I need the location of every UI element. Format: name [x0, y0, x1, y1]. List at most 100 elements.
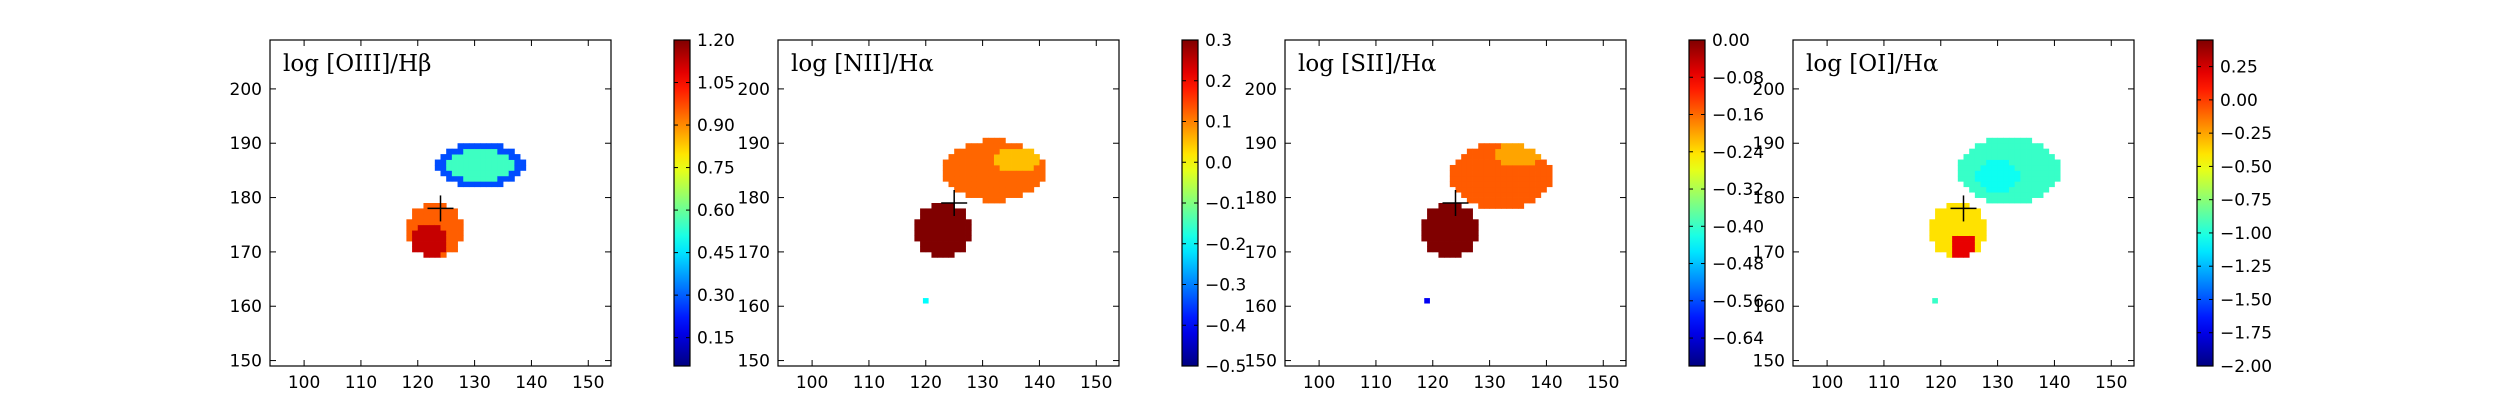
- map-pixel: [1016, 154, 1023, 160]
- map-pixel: [2043, 154, 2050, 160]
- map-pixel: [1022, 186, 1029, 193]
- map-pixel: [1022, 154, 1029, 160]
- map-pixel: [2031, 159, 2038, 166]
- map-pixel: [937, 219, 944, 226]
- map-pixel: [1980, 219, 1987, 226]
- map-pixel: [514, 164, 521, 171]
- map-pixel: [1980, 148, 1987, 155]
- map-pixel: [1963, 251, 1970, 258]
- map-pixel: [1472, 224, 1479, 231]
- map-pixel: [993, 159, 1001, 166]
- map-pixel: [1483, 148, 1490, 155]
- map-pixel: [1952, 230, 1959, 236]
- map-pixel: [1444, 235, 1451, 242]
- map-pixel: [1997, 181, 2004, 188]
- map-pixel: [446, 235, 453, 242]
- map-pixel: [2014, 186, 2021, 193]
- map-pixel: [1974, 192, 1981, 198]
- map-pixel: [1969, 246, 1976, 253]
- map-pixel: [1940, 224, 1947, 231]
- map-pixel: [2020, 154, 2027, 160]
- map-pixel: [2014, 164, 2021, 171]
- colorbar-tick-label: 0.00: [2220, 91, 2258, 111]
- map-pixel: [1529, 186, 1536, 193]
- map-pixel: [463, 181, 470, 188]
- map-pixel: [1495, 186, 1502, 193]
- map-pixel: [485, 154, 493, 160]
- map-pixel: [1472, 186, 1479, 193]
- map-pixel: [451, 164, 458, 171]
- axes-frame: [1792, 39, 2135, 367]
- panel-title: log [OI]/Hα: [1806, 51, 1938, 77]
- map-pixel: [1472, 235, 1479, 242]
- map-pixel: [1455, 230, 1462, 236]
- map-pixel: [1523, 159, 1530, 166]
- map-pixel: [474, 159, 481, 166]
- map-pixel: [1028, 159, 1035, 166]
- map-panel-4: 100 110 120 130 140 150 150 160 170 180 190 200 log …: [1753, 39, 2272, 393]
- map-pixel: [1466, 154, 1473, 160]
- map-pixel: [1478, 170, 1485, 177]
- map-pixel: [999, 159, 1006, 166]
- map-pixel: [1438, 203, 1445, 209]
- map-pixel: [417, 213, 424, 220]
- map-pixels: [1929, 137, 2061, 258]
- map-pixel: [937, 241, 944, 247]
- map-pixel: [468, 159, 475, 166]
- map-pixel: [988, 170, 995, 177]
- map-pixel: [508, 159, 515, 166]
- map-pixel: [1935, 241, 1942, 247]
- map-pixel: [1444, 241, 1451, 247]
- map-pixel: [982, 164, 989, 171]
- map-pixel: [1461, 235, 1468, 242]
- map-pixel: [1946, 230, 1953, 236]
- map-pixel: [1033, 154, 1040, 160]
- map-pixel: [937, 224, 944, 231]
- map-pixel: [931, 224, 938, 231]
- map-pixel: [959, 235, 966, 242]
- map-pixel: [982, 175, 989, 182]
- map-pixel: [1991, 143, 1998, 150]
- map-pixel: [1512, 159, 1519, 166]
- map-pixel: [1963, 154, 1970, 160]
- map-pixel: [942, 251, 949, 258]
- map-pixel: [920, 219, 927, 226]
- map-pixel: [1028, 175, 1035, 182]
- map-pixel: [948, 170, 955, 177]
- map-pixel: [1997, 137, 2004, 144]
- y-tick-label: 190: [1753, 134, 1785, 154]
- map-pixel: [2048, 159, 2055, 166]
- map-pixel: [1935, 213, 1942, 220]
- map-pixel: [2020, 143, 2027, 150]
- map-pixel: [959, 241, 966, 247]
- map-pixel: [1969, 230, 1976, 236]
- map-pixel: [1455, 159, 1462, 166]
- map-pixel: [1529, 175, 1536, 182]
- map-pixel: [976, 170, 983, 177]
- map-pixel: [1483, 197, 1490, 204]
- map-pixel: [497, 148, 504, 155]
- map-pixel: [1935, 224, 1942, 231]
- map-pixel: [1929, 230, 1936, 236]
- map-pixel: [2026, 181, 2033, 188]
- map-pixel: [1016, 186, 1023, 193]
- map-pixel: [2003, 181, 2010, 188]
- map-pixel: [931, 203, 938, 209]
- map-pixel: [1028, 181, 1035, 188]
- map-pixel: [468, 170, 475, 177]
- colorbar-tick-label: 0.15: [697, 329, 735, 349]
- map-pixel: [1991, 159, 1998, 166]
- map-pixel: [1529, 197, 1536, 204]
- map-pixel: [2026, 186, 2033, 193]
- map-pixel: [1427, 230, 1434, 236]
- map-pixel: [1963, 164, 1970, 171]
- map-pixel: [937, 251, 944, 258]
- map-pixel: [457, 175, 464, 182]
- map-pixel: [1455, 235, 1462, 242]
- map-pixel: [1940, 230, 1947, 236]
- map-pixel: [1946, 235, 1953, 242]
- y-tick-label: 190: [1245, 134, 1277, 154]
- map-pixel: [446, 175, 453, 182]
- map-pixel: [2031, 164, 2038, 171]
- map-pixel: [1011, 181, 1018, 188]
